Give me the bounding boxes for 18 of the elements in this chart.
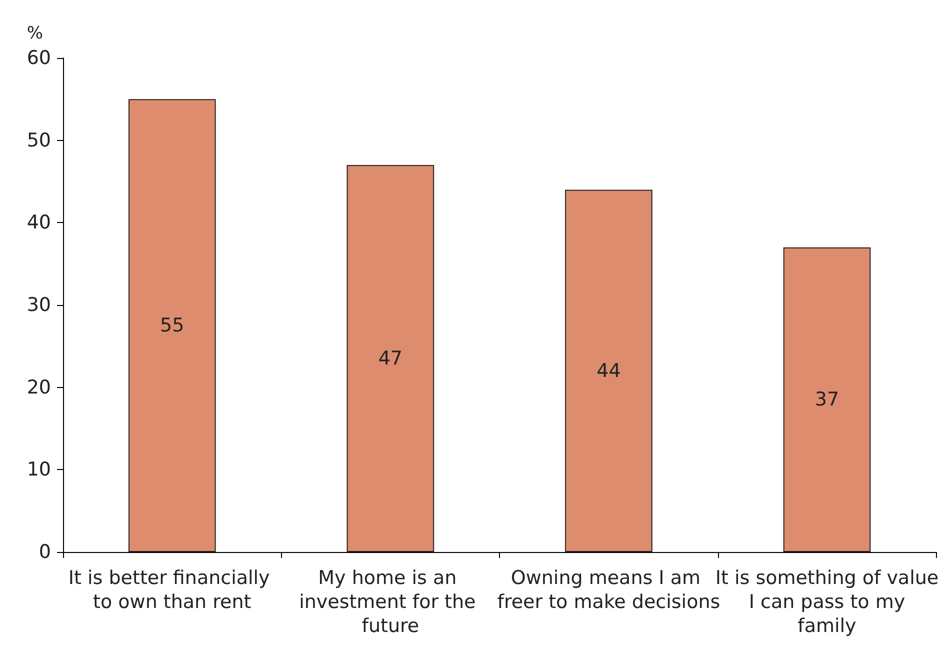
data-label: 47 (378, 348, 403, 370)
data-label: 37 (814, 388, 840, 411)
x-tick-label: It is better financially to own than rent (68, 567, 276, 613)
y-tick-label: 0 (38, 541, 51, 563)
bar (346, 165, 434, 552)
y-tick-label: 60 (26, 47, 51, 69)
bar (565, 190, 652, 552)
y-tick-label: 10 (26, 458, 51, 481)
y-tick-label: 20 (26, 376, 51, 398)
x-tick-label: My home is an investment for the future (299, 567, 482, 637)
y-tick-label: 30 (26, 294, 51, 316)
y-tick-label: 50 (26, 129, 51, 152)
y-tick-label: 40 (26, 212, 51, 234)
y-axis-title: % (26, 24, 43, 44)
data-label: 44 (596, 360, 621, 382)
data-label: 55 (160, 314, 184, 337)
bar (128, 99, 216, 552)
bar (783, 247, 871, 552)
